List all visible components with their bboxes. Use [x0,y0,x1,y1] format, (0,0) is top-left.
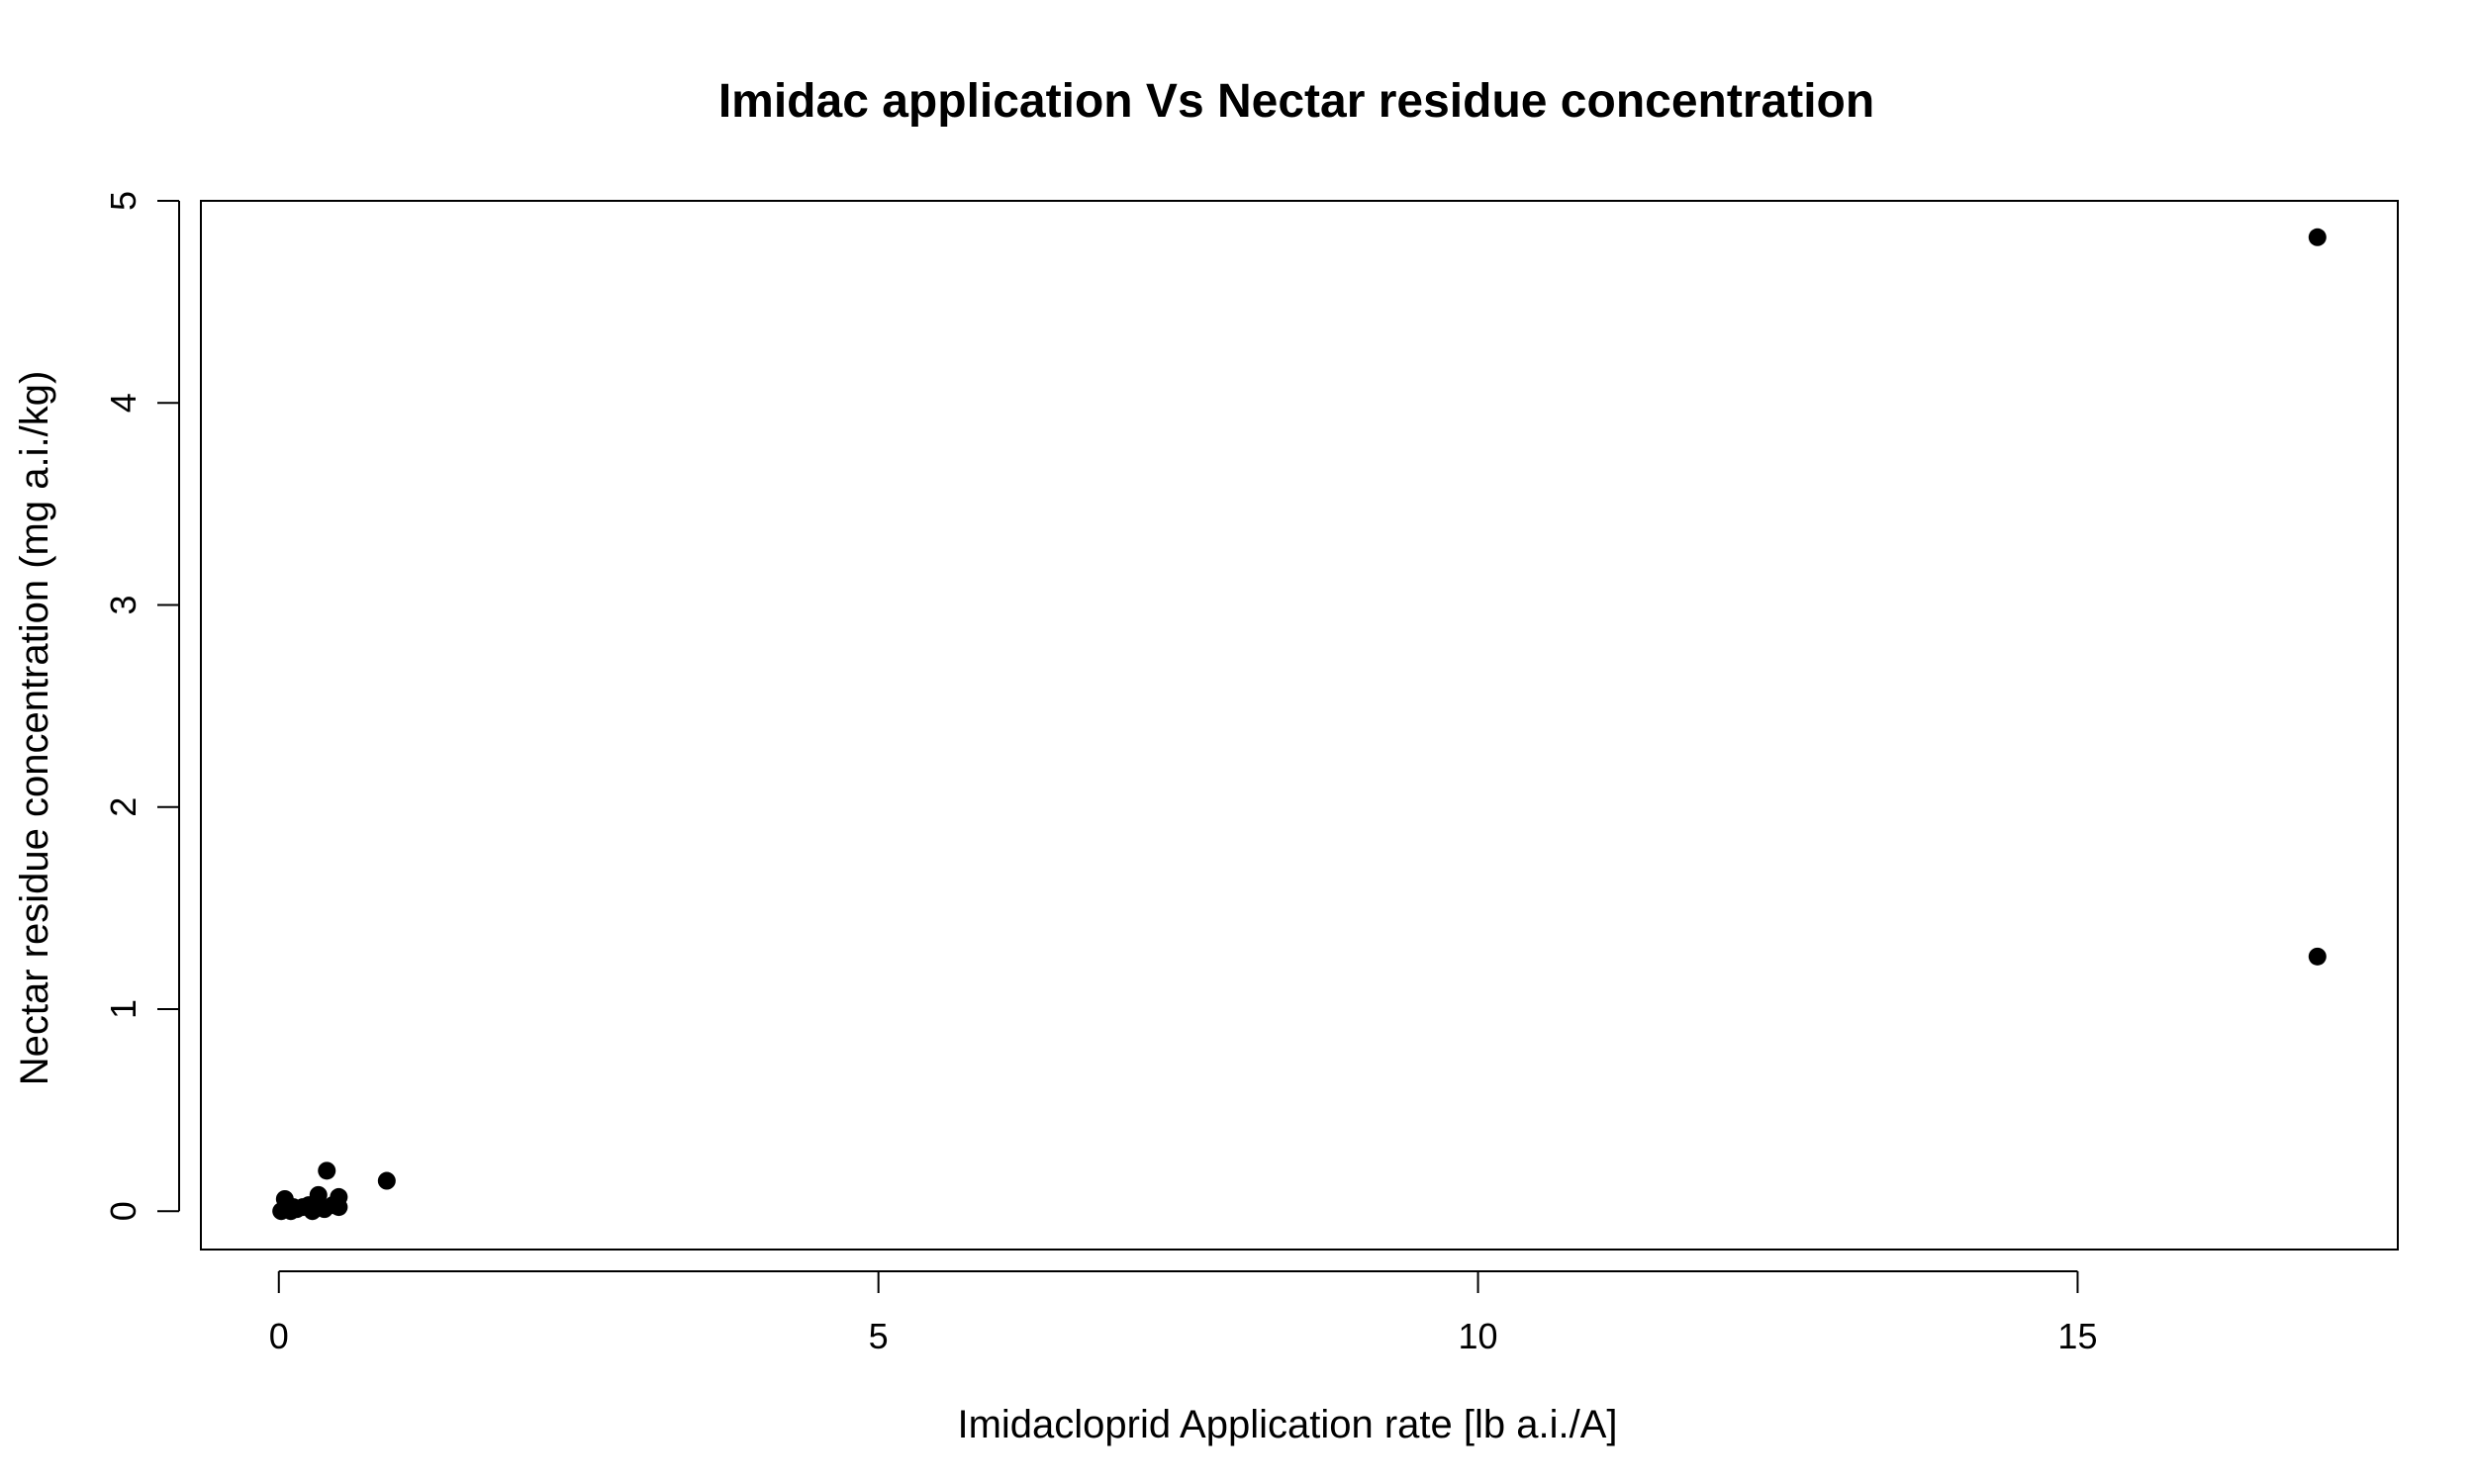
y-axis-label: Nectar residue concentration (mg a.i./kg… [13,371,56,1086]
data-point [2308,228,2327,246]
x-axis-label: Imidacloprid Application rate [lb a.i./A… [957,1403,1617,1446]
y-tick-label: 1 [103,999,143,1019]
x-tick-label: 10 [1459,1316,1498,1356]
data-points [272,228,2327,1221]
y-axis: 0 1 2 3 4 5 [103,191,180,1221]
x-tick-label: 15 [2057,1316,2097,1356]
y-tick-label: 4 [103,393,143,413]
x-tick-label: 5 [869,1316,889,1356]
y-tick-label: 0 [103,1201,143,1221]
data-point [377,1171,396,1190]
y-tick-label: 5 [103,191,143,211]
y-tick-label: 3 [103,595,143,614]
data-point [330,1198,348,1217]
data-point [318,1161,336,1180]
x-axis: 0 5 10 15 [269,1270,2097,1356]
data-point [2308,947,2327,966]
x-tick-label: 0 [269,1316,289,1356]
y-tick-label: 2 [103,797,143,817]
plot-frame [200,200,2399,1251]
chart-title: Imidac application Vs Nectar residue con… [718,75,1874,128]
